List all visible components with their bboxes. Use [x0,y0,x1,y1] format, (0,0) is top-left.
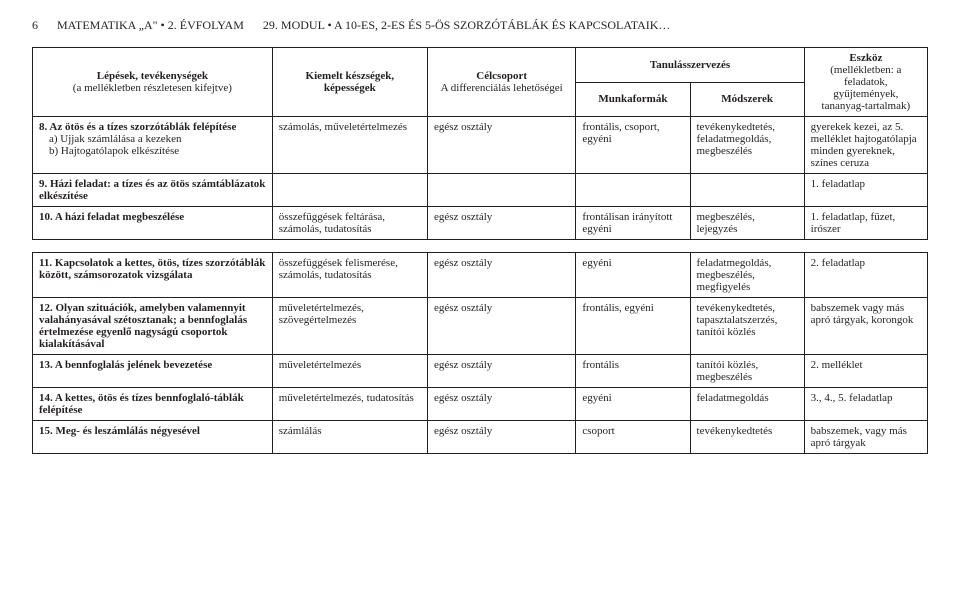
th-methods: Módszerek [690,82,804,117]
table-row: 10. A házi feladat megbeszélése összefüg… [33,207,928,240]
page-number: 6 [32,18,38,32]
th-skills-title: Kiemelt készségek, képességek [279,70,421,94]
cell-tools: babszemek, vagy más apró tárgyak [804,421,927,454]
step-title: 11. Kapcsolatok a kettes, ötös, tízes sz… [39,257,266,281]
step-sub-a: a) Ujjak számlálása a kezeken [49,133,266,145]
table-row: 15. Meg- és leszámlálás négyesével száml… [33,421,928,454]
step-title: 14. A kettes, ötös és tízes bennfoglaló-… [39,392,266,416]
th-skills: Kiemelt készségek, képességek [272,48,427,117]
step-title: 13. A bennfoglalás jelének bevezetése [39,359,266,371]
step-title: 15. Meg- és leszámlálás négyesével [39,425,266,437]
lesson-table-1: Lépések, tevékenységek (a mellékletben r… [32,47,928,240]
table-row: 8. Az ötös és a tízes szorzótáblák felép… [33,117,928,174]
cell-skills: számlálás [272,421,427,454]
table-row: 14. A kettes, ötös és tízes bennfoglaló-… [33,388,928,421]
cell-target: egész osztály [427,355,575,388]
step-title: 8. Az ötös és a tízes szorzótáblák felép… [39,121,266,133]
step-sub-b: b) Hajtogatólapok elkészítése [49,145,266,157]
cell-tools: 2. melléklet [804,355,927,388]
th-steps-title: Lépések, tevékenységek [39,70,266,82]
th-steps-sub: (a mellékletben részletesen kifejtve) [39,82,266,94]
table-row: 12. Olyan szituációk, amelyben valamenny… [33,298,928,355]
cell-tools: gyerekek kezei, az 5. melléklet hajtogat… [804,117,927,174]
table-row: 9. Házi feladat: a tízes és az ötös szám… [33,174,928,207]
step-title: 9. Házi feladat: a tízes és az ötös szám… [39,178,266,202]
cell-skills: műveletértelmezés, tudatosítás [272,388,427,421]
cell-methods: tanítói közlés, megbeszélés [690,355,804,388]
cell-methods: tevékenykedtetés, feladatmegoldás, megbe… [690,117,804,174]
cell-forms: frontális [576,355,690,388]
cell-skills: összefüggések felismerése, számolás, tud… [272,253,427,298]
cell-target: egész osztály [427,421,575,454]
cell-forms: csoport [576,421,690,454]
lesson-table-2: 11. Kapcsolatok a kettes, ötös, tízes sz… [32,252,928,454]
cell-methods: feladatmegoldás [690,388,804,421]
th-forms: Munkaformák [576,82,690,117]
th-org: Tanulásszervezés [576,48,804,83]
th-tools-title: Eszköz [811,52,921,64]
cell-target: egész osztály [427,388,575,421]
cell-forms: egyéni [576,253,690,298]
page-header: 6 MATEMATIKA „A" • 2. ÉVFOLYAM 29. MODUL… [32,18,928,33]
th-tools-sub: (mellékletben: a feladatok, gyűjtemények… [811,64,921,112]
series-title: MATEMATIKA „A" • 2. ÉVFOLYAM [57,18,244,32]
cell-skills: műveletértelmezés, szövegértelmezés [272,298,427,355]
cell-skills: műveletértelmezés [272,355,427,388]
cell-tools: babszemek vagy más apró tárgyak, korongo… [804,298,927,355]
cell-methods: tevékenykedtetés, tapasztalatszerzés, ta… [690,298,804,355]
cell-tools: 3., 4., 5. feladatlap [804,388,927,421]
cell-target: egész osztály [427,298,575,355]
cell-methods [690,174,804,207]
cell-tools: 1. feladatlap [804,174,927,207]
cell-skills: összefüggések feltárása, számolás, tudat… [272,207,427,240]
th-methods-label: Módszerek [721,93,773,105]
th-target: Célcsoport A differenciálás lehetőségei [427,48,575,117]
th-target-sub: A differenciálás lehetőségei [434,82,569,94]
module-title: 29. MODUL • A 10-ES, 2-ES ÉS 5-ÖS SZORZÓ… [263,18,670,32]
cell-target [427,174,575,207]
cell-skills: számolás, műveletértelmezés [272,117,427,174]
cell-forms: frontális, csoport, egyéni [576,117,690,174]
cell-forms: frontálisan irányított egyéni [576,207,690,240]
step-title: 12. Olyan szituációk, amelyben valamenny… [39,302,266,350]
cell-target: egész osztály [427,117,575,174]
cell-target: egész osztály [427,253,575,298]
table-row: 11. Kapcsolatok a kettes, ötös, tízes sz… [33,253,928,298]
cell-tools: 1. feladatlap, füzet, írószer [804,207,927,240]
th-tools: Eszköz (mellékletben: a feladatok, gyűjt… [804,48,927,117]
cell-methods: feladatmegoldás, megbeszélés, megfigyelé… [690,253,804,298]
cell-methods: megbeszélés, lejegyzés [690,207,804,240]
step-title: 10. A házi feladat megbeszélése [39,211,266,223]
cell-forms: frontális, egyéni [576,298,690,355]
cell-tools: 2. feladatlap [804,253,927,298]
cell-forms [576,174,690,207]
cell-skills [272,174,427,207]
th-target-title: Célcsoport [434,70,569,82]
cell-methods: tevékenykedtetés [690,421,804,454]
th-steps: Lépések, tevékenységek (a mellékletben r… [33,48,273,117]
table-row: 13. A bennfoglalás jelének bevezetése mű… [33,355,928,388]
cell-target: egész osztály [427,207,575,240]
th-org-title: Tanulásszervezés [582,59,797,71]
th-forms-label: Munkaformák [598,93,667,105]
cell-forms: egyéni [576,388,690,421]
